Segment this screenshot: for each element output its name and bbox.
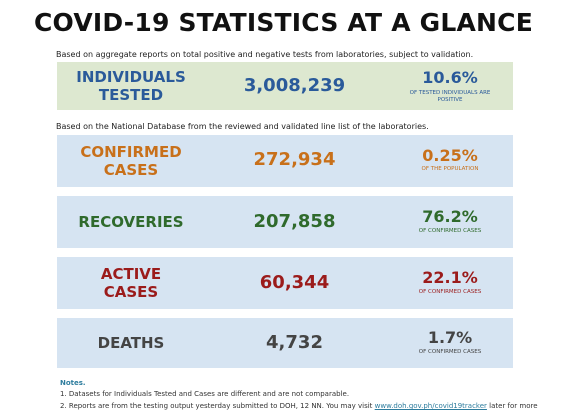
recoveries-caption: OF CONFIRMED CASES <box>418 228 482 234</box>
positivity-caption: OF TESTED INDIVIDUALS ARE POSITIVE <box>409 90 491 103</box>
deaths-caption: OF CONFIRMED CASES <box>418 349 482 355</box>
deaths-label: DEATHS <box>97 334 165 352</box>
recoveries-label: RECOVERIES <box>78 213 184 231</box>
positivity-percent: 10.6% <box>422 68 478 87</box>
active-cases-value: 60,344 <box>259 272 330 293</box>
deaths-percent: 1.7% <box>427 328 473 347</box>
note-item-2-text-end: later for more <box>489 402 538 410</box>
deaths-value: 4,732 <box>266 332 323 353</box>
note-item-2-text: 2. Reports are from the testing output y… <box>60 402 373 410</box>
tests-source-note: Based on aggregate reports on total posi… <box>56 50 474 59</box>
confirmed-cases-label: CONFIRMED CASES <box>57 143 205 179</box>
deaths-panel: DEATHS 4,732 1.7% OF CONFIRMED CASES <box>57 318 513 368</box>
confirmed-cases-panel: CONFIRMED CASES 272,934 0.25% OF THE POP… <box>57 135 513 187</box>
confirmed-caption: OF THE POPULATION <box>421 166 479 172</box>
active-caption: OF CONFIRMED CASES <box>418 289 482 295</box>
notes-heading: Notes. <box>60 379 86 387</box>
active-cases-label-line2: CASES <box>103 283 159 301</box>
active-cases-label-line1: ACTIVE <box>100 265 162 283</box>
page-title: COVID-19 STATISTICS AT A GLANCE <box>34 8 533 37</box>
confirmed-cases-label-line2: CASES <box>103 161 159 179</box>
active-cases-panel: ACTIVE CASES 60,344 22.1% OF CONFIRMED C… <box>57 257 513 309</box>
individuals-tested-value: 3,008,239 <box>243 75 346 96</box>
recoveries-percent: 76.2% <box>422 207 478 226</box>
database-source-note: Based on the National Database from the … <box>56 122 429 131</box>
doh-tracker-link[interactable]: www.doh.gov.ph/covid19tracker <box>374 402 487 410</box>
individuals-tested-panel: INDIVIDUALS TESTED 3,008,239 10.6% OF TE… <box>57 62 513 110</box>
recoveries-value: 207,858 <box>253 211 336 232</box>
individuals-tested-label-line1: INDIVIDUALS <box>76 68 186 86</box>
confirmed-cases-label-line1: CONFIRMED <box>80 143 182 161</box>
note-item-1: 1. Datasets for Individuals Tested and C… <box>60 390 350 398</box>
individuals-tested-label: INDIVIDUALS TESTED <box>57 68 205 104</box>
active-percent: 22.1% <box>422 268 478 287</box>
confirmed-percent: 0.25% <box>422 146 478 165</box>
confirmed-cases-value: 272,934 <box>253 149 336 170</box>
active-cases-label: ACTIVE CASES <box>57 265 205 301</box>
recoveries-panel: RECOVERIES 207,858 76.2% OF CONFIRMED CA… <box>57 196 513 248</box>
note-item-2: 2. Reports are from the testing output y… <box>60 402 538 410</box>
individuals-tested-label-line2: TESTED <box>98 86 164 104</box>
